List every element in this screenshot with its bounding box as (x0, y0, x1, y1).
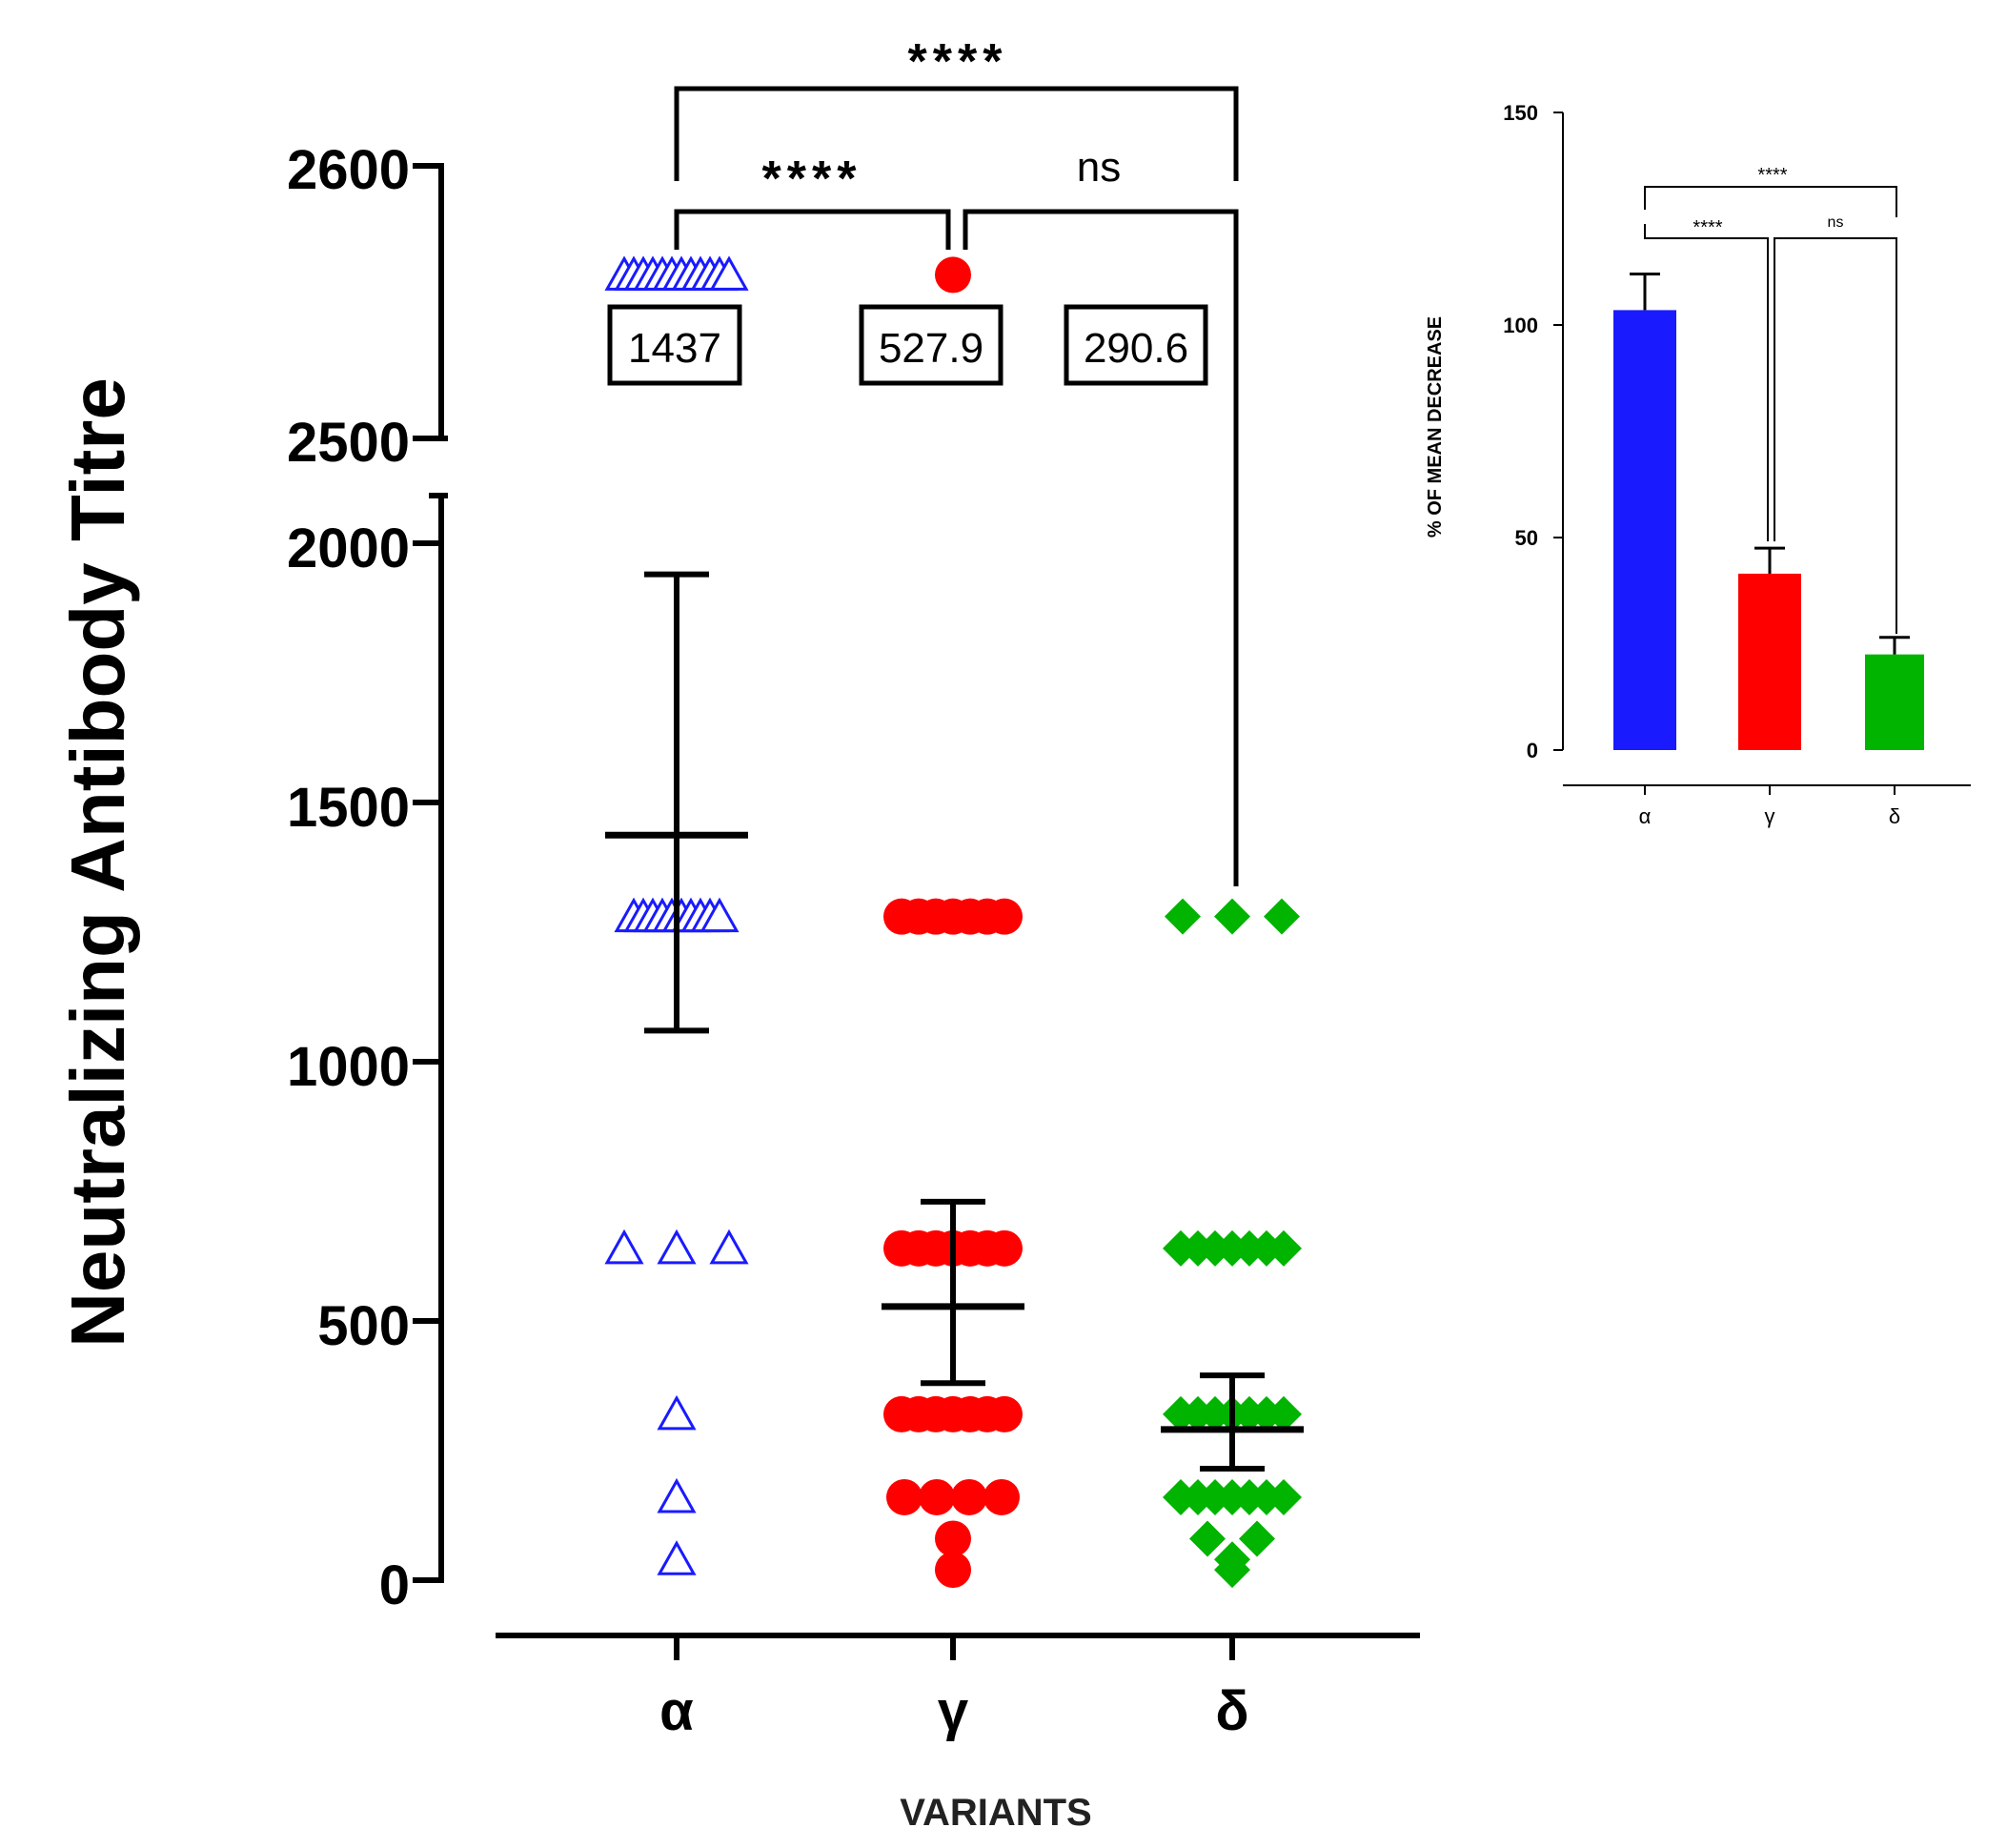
mean-label-gamma: 527.9 (879, 325, 983, 372)
delta-point (1214, 1541, 1250, 1578)
main-scatter-chart: Neutralizing Antibody Titre VARIANTS 260… (55, 34, 1420, 1834)
inset-y-tick-label: 150 (1503, 101, 1538, 125)
alpha-point (709, 1229, 749, 1265)
delta-point (1189, 1520, 1226, 1557)
delta-point (1239, 1520, 1275, 1557)
sig-label-gamma-delta: ns (1077, 144, 1121, 191)
main-y-tick-label: 2000 (287, 518, 410, 579)
inset-bar-chart: % OF MEAN DECREASE 150 100 50 0 α γ δ **… (1425, 101, 1971, 828)
inset-y-tick-labels: 150 100 50 0 (1503, 101, 1538, 762)
main-axes (413, 163, 1420, 1660)
main-y-tick-label: 1000 (287, 1036, 410, 1098)
inset-x-tick-label: δ (1889, 804, 1900, 828)
delta-point (1266, 1395, 1302, 1432)
delta-point (1264, 898, 1300, 935)
main-x-tick-labels: α γ δ (659, 1680, 1248, 1742)
inset-bars (1613, 272, 1924, 750)
alpha-point (657, 1540, 697, 1575)
gamma-point (986, 1395, 1023, 1432)
main-y-axis-label: Neutralizing Antibody Titre (55, 377, 140, 1348)
alpha-point (657, 1229, 697, 1265)
inset-y-axis-label: % OF MEAN DECREASE (1425, 316, 1446, 538)
inset-y-tick-label: 100 (1503, 314, 1538, 337)
alpha-point (699, 897, 740, 933)
gamma-point (919, 1478, 955, 1515)
main-data-points (604, 255, 1302, 1589)
sig-label-alpha-delta: **** (908, 34, 1008, 90)
mean-label-delta: 290.6 (1084, 325, 1188, 372)
alpha-point (657, 1394, 697, 1431)
main-y-tick-label: 2600 (287, 139, 410, 201)
mean-label-box (859, 304, 1003, 386)
inset-bracket-alpha-gamma (1644, 224, 1769, 541)
main-y-tick-label: 0 (379, 1554, 410, 1616)
inset-axes (1553, 112, 1971, 795)
main-y-tick-labels: 2600 2500 2000 1500 1000 500 0 (287, 139, 410, 1616)
delta-point (1266, 1229, 1302, 1267)
inset-sig-label-alpha-gamma: **** (1693, 217, 1722, 238)
main-x-tick-label: γ (938, 1680, 969, 1742)
delta-point (1214, 898, 1250, 935)
main-mean-labels: 1437 527.9 290.6 (607, 304, 1208, 386)
bracket-alpha-delta (674, 86, 1239, 181)
main-y-tick-label: 1500 (287, 777, 410, 839)
inset-x-tick-label: γ (1765, 804, 1775, 828)
inset-bracket-alpha-delta (1644, 186, 1897, 217)
gamma-point (935, 1552, 971, 1589)
main-x-tick-label: δ (1215, 1680, 1248, 1742)
mean-label-box (1064, 304, 1208, 386)
inset-significance-brackets: **** **** ns (1644, 165, 1897, 634)
alpha-point (604, 1229, 644, 1265)
main-y-tick-label: 500 (317, 1295, 410, 1357)
bracket-alpha-gamma (674, 209, 951, 250)
gamma-point (983, 1478, 1020, 1515)
gamma-point (935, 1520, 971, 1557)
sig-label-alpha-gamma: **** (762, 152, 862, 207)
main-significance-brackets: **** **** ns (674, 34, 1239, 886)
inset-bar (1865, 654, 1924, 750)
inset-x-tick-label: α (1639, 804, 1652, 828)
gamma-point (951, 1478, 987, 1515)
inset-y-tick-label: 0 (1527, 739, 1538, 762)
delta-point (1165, 898, 1201, 935)
main-mean-ci-bars (605, 571, 1304, 1472)
alpha-point (709, 255, 749, 291)
delta-point (1266, 1478, 1302, 1515)
inset-bracket-gamma-delta (1774, 237, 1897, 634)
inset-sig-label-alpha-delta: **** (1757, 165, 1787, 186)
gamma-point (986, 898, 1023, 935)
main-x-axis-label: VARIANTS (900, 1792, 1091, 1834)
alpha-point (657, 1477, 697, 1513)
inset-sig-label-gamma-delta: ns (1828, 214, 1844, 231)
gamma-point (935, 256, 971, 294)
gamma-point (886, 1478, 922, 1515)
mean-label-alpha: 1437 (628, 325, 721, 372)
mean-label-box (607, 304, 742, 386)
inset-bar (1738, 573, 1801, 750)
main-y-tick-label: 2500 (287, 412, 410, 474)
inset-bar (1613, 310, 1676, 750)
main-x-tick-label: α (659, 1680, 694, 1742)
gamma-point (986, 1229, 1023, 1267)
bracket-gamma-delta (963, 209, 1239, 886)
inset-y-tick-label: 50 (1515, 526, 1538, 550)
inset-x-tick-labels: α γ δ (1639, 804, 1900, 828)
